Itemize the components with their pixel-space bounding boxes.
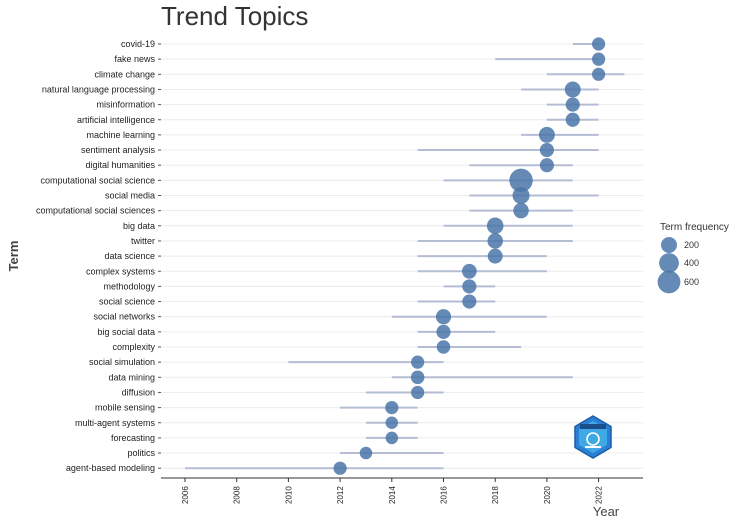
term-point [462, 263, 477, 279]
term-point [385, 401, 399, 415]
y-axis-title: Term [6, 241, 21, 272]
term-point [592, 37, 606, 51]
term-point [436, 324, 451, 339]
legend-label: 200 [684, 240, 699, 250]
x-tick-label: 2018 [491, 486, 500, 504]
x-axis-title: Year [593, 504, 620, 519]
legend-key [659, 253, 679, 273]
term-label: computational social sciences [36, 206, 156, 216]
term-label: methodology [103, 281, 155, 291]
term-label: mobile sensing [95, 403, 155, 413]
term-point [486, 217, 504, 235]
term-label: agent-based modeling [66, 463, 155, 473]
y-tick-labels: covid-19 fake news climate change natural l… [36, 39, 156, 473]
x-tick-label: 2014 [388, 486, 397, 504]
x-tick-label: 2020 [543, 486, 552, 504]
term-label: multi-agent systems [75, 418, 156, 428]
x-tick-label: 2010 [284, 486, 293, 504]
term-point [509, 168, 533, 193]
term-point [487, 233, 503, 249]
term-label: social science [99, 297, 155, 307]
term-label: complex systems [86, 266, 156, 276]
term-label: fake news [114, 54, 155, 64]
legend-label: 600 [684, 277, 699, 287]
term-point [435, 309, 452, 325]
term-point [565, 112, 580, 127]
legend-key [661, 237, 677, 253]
term-point [359, 446, 373, 460]
term-label: forecasting [111, 433, 155, 443]
term-label: machine learning [86, 130, 155, 140]
bibliometrix-logo-icon [574, 415, 612, 459]
x-tick-label: 2016 [440, 486, 449, 504]
term-label: data mining [108, 372, 155, 382]
x-tick-label: 2022 [595, 486, 604, 504]
term-label: climate change [94, 69, 155, 79]
legend-title: Term frequency [660, 222, 729, 233]
term-label: misinformation [96, 100, 155, 110]
legend-key [657, 270, 681, 294]
term-label: sentiment analysis [81, 145, 156, 155]
term-point [539, 158, 554, 173]
legend-label: 400 [684, 258, 699, 268]
chart-title: Trend Topics [161, 1, 308, 31]
term-point [565, 97, 580, 112]
term-label: complexity [112, 342, 155, 352]
term-point [333, 461, 347, 475]
term-point [411, 355, 425, 369]
legend: Term frequency 200 400 600 [657, 222, 729, 294]
term-label: social simulation [89, 357, 155, 367]
x-tick-label: 2008 [233, 486, 242, 504]
term-label: social media [105, 191, 155, 201]
term-label: big data [123, 221, 155, 231]
term-label: digital humanities [85, 160, 155, 170]
x-tick-label: 2012 [336, 486, 345, 504]
term-label: diffusion [122, 387, 155, 397]
term-point [385, 431, 399, 445]
term-label: big social data [97, 327, 155, 337]
term-label: covid-19 [121, 39, 155, 49]
term-point [538, 126, 555, 143]
term-point [462, 294, 477, 309]
term-point [462, 279, 477, 294]
x-axis: 2006 2008 2010 2012 2014 2016 2018 2020 2022 [161, 477, 643, 504]
term-point [539, 142, 554, 158]
term-label: computational social science [40, 175, 155, 185]
term-label: natural language processing [42, 84, 155, 94]
term-label: data science [104, 251, 155, 261]
term-point [411, 385, 425, 400]
term-point [512, 186, 530, 205]
term-point [564, 81, 581, 98]
term-label: artificial intelligence [77, 115, 155, 125]
term-point [592, 67, 606, 81]
x-tick-label: 2006 [181, 486, 190, 504]
data-points [333, 37, 606, 475]
term-point [410, 370, 425, 385]
term-label: politics [127, 448, 155, 458]
term-point [513, 202, 529, 219]
term-label: twitter [131, 236, 155, 246]
term-point [436, 340, 451, 354]
term-point [385, 416, 399, 430]
term-point [487, 248, 503, 264]
term-point [592, 52, 606, 66]
term-label: social networks [93, 312, 155, 322]
